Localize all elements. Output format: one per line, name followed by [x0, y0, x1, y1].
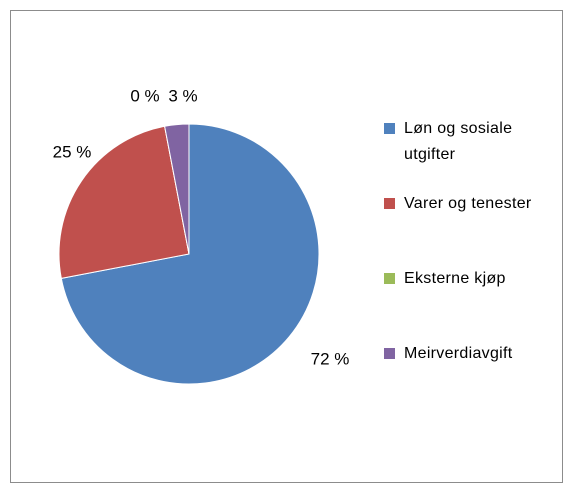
data-label: 72 %	[311, 349, 350, 368]
legend-swatch	[384, 198, 395, 209]
legend-item: Varer og tenester	[384, 191, 531, 266]
pie-slice	[60, 123, 320, 385]
pie-slice	[58, 125, 190, 279]
legend-label: Meirverdiavgift	[404, 345, 513, 362]
legend-label: Varer og tenester	[404, 195, 532, 212]
legend-swatch	[384, 123, 395, 134]
pie-slice	[164, 123, 190, 255]
legend: Løn og sosiale utgifter Varer og tenester…	[384, 116, 531, 416]
legend-item: Løn og sosiale utgifter	[384, 116, 524, 191]
legend-label: Løn og sosiale utgifter	[404, 120, 513, 163]
legend-label: Eksterne kjøp	[404, 270, 506, 287]
data-label: 25 %	[53, 142, 92, 161]
legend-item: Eksterne kjøp	[384, 266, 524, 341]
legend-swatch	[384, 273, 395, 284]
legend-swatch	[384, 348, 395, 359]
data-label: 0 %	[130, 86, 159, 105]
legend-item: Meirverdiavgift	[384, 341, 524, 416]
data-label: 3 %	[168, 86, 197, 105]
